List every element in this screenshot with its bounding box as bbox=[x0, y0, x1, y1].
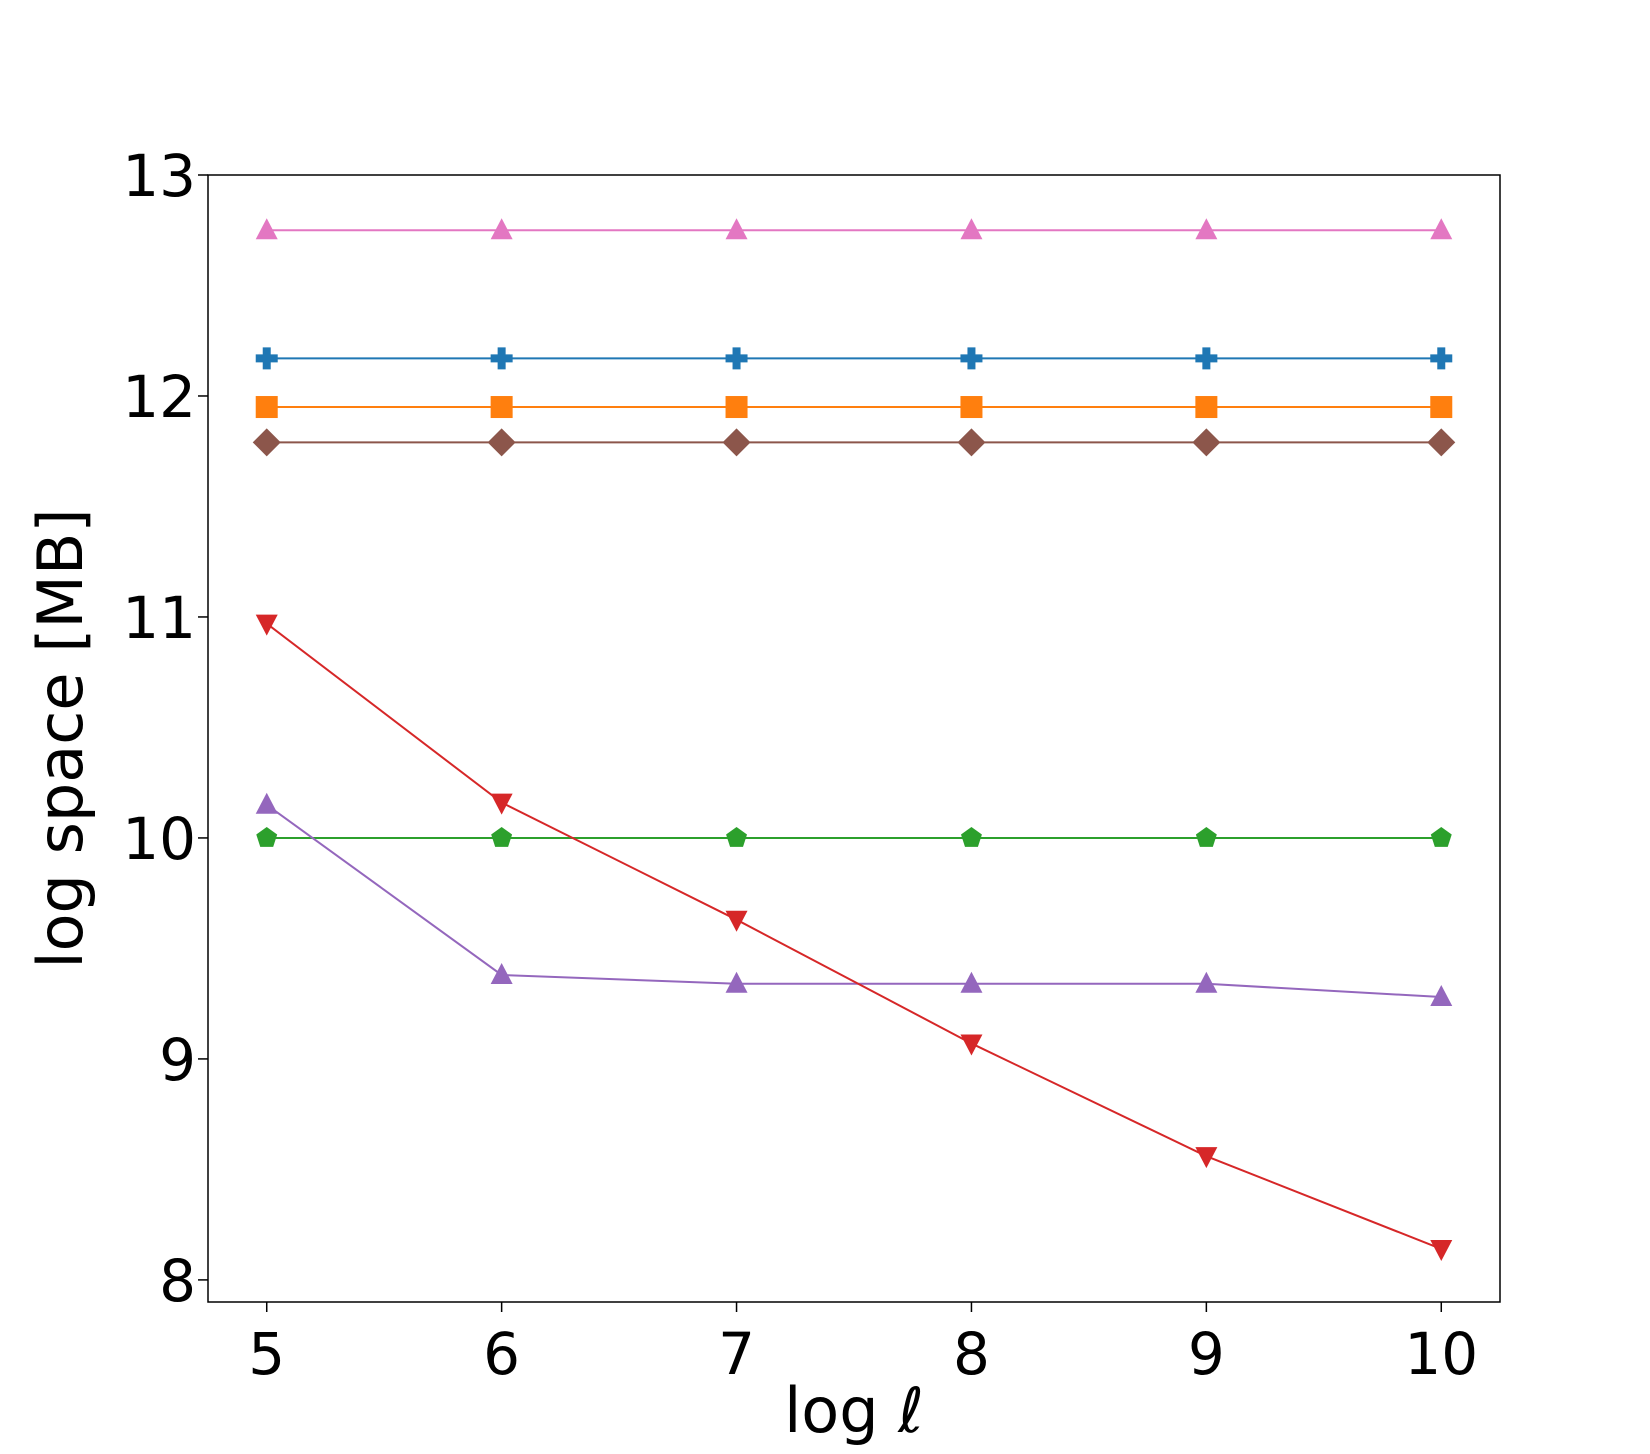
diamond-marker bbox=[1427, 428, 1456, 457]
triangle-up-marker bbox=[1195, 218, 1218, 240]
x-axis-label: log ℓ bbox=[784, 1374, 924, 1447]
series-2 bbox=[255, 396, 1453, 419]
triangle-up-marker bbox=[490, 962, 513, 984]
series-0 bbox=[255, 218, 1453, 240]
pentagon-marker bbox=[256, 826, 278, 847]
triangle-up-marker bbox=[255, 218, 278, 240]
diamond-marker bbox=[722, 428, 751, 457]
square-marker bbox=[725, 396, 748, 419]
pentagon-marker bbox=[1195, 826, 1217, 847]
square-marker bbox=[490, 396, 513, 419]
square-marker bbox=[1195, 396, 1218, 419]
triangle-up-marker bbox=[1430, 218, 1453, 240]
plus-marker bbox=[960, 347, 983, 370]
diamond-marker bbox=[1192, 428, 1221, 457]
series-3 bbox=[252, 428, 1456, 457]
triangle-up-marker bbox=[255, 792, 278, 814]
ticks-layer: 5 6 7 8 9 10 8 9 10 11 12 13 bbox=[122, 142, 1478, 1388]
x-tick-label: 9 bbox=[1188, 1320, 1225, 1388]
triangle-up-marker bbox=[490, 218, 513, 240]
series-4 bbox=[256, 826, 1452, 847]
diamond-marker bbox=[252, 428, 281, 457]
triangle-down-marker bbox=[960, 1034, 983, 1056]
series-line bbox=[266, 622, 1442, 1250]
x-tick-label: 5 bbox=[248, 1320, 285, 1388]
diamond-marker bbox=[487, 428, 516, 457]
pentagon-marker bbox=[1430, 826, 1452, 847]
series-5 bbox=[255, 792, 1453, 1007]
x-tick-label: 8 bbox=[953, 1320, 990, 1388]
triangle-down-marker bbox=[255, 614, 278, 636]
triangle-up-marker bbox=[725, 218, 748, 240]
triangle-down-marker bbox=[1195, 1147, 1218, 1169]
pentagon-marker bbox=[960, 826, 982, 847]
x-tick-label: 6 bbox=[483, 1320, 520, 1388]
y-axis-label: log space [MB] bbox=[24, 508, 97, 968]
series-layer bbox=[252, 218, 1456, 1261]
triangle-up-marker bbox=[1195, 971, 1218, 993]
plus-marker bbox=[490, 347, 513, 370]
y-tick-label: 8 bbox=[159, 1247, 196, 1315]
series-6 bbox=[255, 614, 1453, 1261]
plus-marker bbox=[1430, 347, 1453, 370]
triangle-up-marker bbox=[1430, 985, 1453, 1007]
y-tick-label: 10 bbox=[122, 805, 196, 873]
x-tick-label: 7 bbox=[718, 1320, 755, 1388]
y-tick-label: 12 bbox=[122, 363, 196, 431]
plus-marker bbox=[725, 347, 748, 370]
square-marker bbox=[960, 396, 983, 419]
y-tick-label: 9 bbox=[159, 1026, 196, 1094]
y-tick-label: 13 bbox=[122, 142, 196, 210]
y-tick-label: 11 bbox=[122, 584, 196, 652]
triangle-down-marker bbox=[490, 793, 513, 815]
x-tick-label: 10 bbox=[1404, 1320, 1478, 1388]
triangle-up-marker bbox=[960, 218, 983, 240]
plus-marker bbox=[1195, 347, 1218, 370]
series-1 bbox=[255, 347, 1453, 370]
triangle-down-marker bbox=[725, 910, 748, 932]
square-marker bbox=[255, 396, 278, 419]
square-marker bbox=[1430, 396, 1453, 419]
triangle-up-marker bbox=[960, 971, 983, 993]
plus-marker bbox=[255, 347, 278, 370]
pentagon-marker bbox=[491, 826, 513, 847]
pentagon-marker bbox=[726, 826, 748, 847]
plot-frame bbox=[207, 174, 1501, 1303]
triangle-down-marker bbox=[1430, 1239, 1453, 1261]
series-line bbox=[266, 803, 1442, 999]
diamond-marker bbox=[957, 428, 986, 457]
triangle-up-marker bbox=[725, 971, 748, 993]
